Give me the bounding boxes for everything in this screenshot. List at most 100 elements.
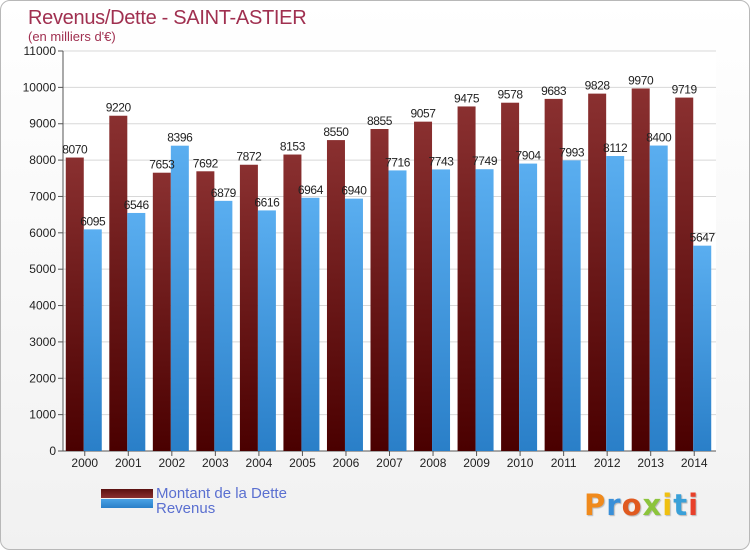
- bar-debt: [414, 121, 433, 452]
- data-label-debt: 8153: [280, 140, 306, 154]
- bar-debt: [65, 157, 84, 451]
- y-tick-label: 7000: [29, 189, 56, 203]
- legend-swatch-revenus: [101, 499, 153, 508]
- bar-revenus: [475, 169, 494, 451]
- data-label-debt: 9683: [541, 84, 567, 98]
- data-label-revenus: 6616: [254, 195, 280, 209]
- x-tick-label: 2003: [202, 456, 229, 470]
- data-label-revenus: 6964: [298, 183, 324, 197]
- data-label-debt: 9475: [454, 91, 480, 105]
- x-tick-label: 2006: [333, 456, 360, 470]
- data-label-debt: 9719: [672, 83, 698, 97]
- data-label-debt: 9828: [585, 79, 611, 93]
- x-tick-label: 2014: [681, 456, 708, 470]
- logo-letter: i: [688, 488, 700, 522]
- data-label-debt: 7653: [149, 158, 175, 172]
- data-label-revenus: 8112: [603, 141, 628, 155]
- logo-letter: r: [606, 488, 622, 522]
- bar-debt: [370, 129, 389, 451]
- logo-letter: x: [642, 488, 663, 522]
- bar-debt: [501, 102, 520, 451]
- bar-debt: [109, 115, 128, 452]
- data-label-debt: 9970: [628, 73, 654, 87]
- bar-debt: [631, 88, 650, 452]
- x-tick-label: 2010: [507, 456, 534, 470]
- data-label-revenus: 6546: [124, 198, 150, 212]
- data-label-revenus: 6879: [211, 186, 237, 200]
- bar-revenus: [214, 200, 233, 451]
- y-tick-label: 6000: [29, 226, 56, 240]
- data-label-revenus: 7743: [428, 154, 454, 168]
- x-tick-label: 2008: [420, 456, 447, 470]
- data-label-debt: 8855: [367, 114, 393, 128]
- bar-revenus: [257, 210, 276, 451]
- data-label-debt: 7692: [193, 156, 219, 170]
- x-tick-label: 2011: [551, 456, 577, 470]
- bar-revenus: [519, 163, 538, 451]
- y-tick-label: 0: [49, 444, 56, 458]
- bar-debt: [588, 93, 607, 452]
- data-label-debt: 8070: [62, 143, 88, 157]
- data-label-revenus: 5647: [690, 231, 716, 245]
- bar-revenus: [301, 197, 320, 451]
- legend-label-revenus: Revenus: [156, 500, 216, 517]
- bar-debt: [544, 98, 563, 452]
- data-label-debt: 9057: [410, 107, 436, 121]
- bar-debt: [457, 106, 476, 452]
- bar-debt: [152, 172, 171, 451]
- bar-debt: [283, 154, 302, 451]
- data-label-debt: 9578: [498, 88, 524, 102]
- data-label-debt: 9220: [106, 101, 132, 115]
- logo-letter: o: [621, 488, 643, 522]
- bar-debt: [196, 171, 215, 452]
- x-tick-label: 2001: [115, 456, 142, 470]
- x-tick-label: 2012: [594, 456, 621, 470]
- bar-revenus: [649, 145, 668, 451]
- data-label-debt: 8550: [323, 125, 349, 139]
- legend-label-debt: Montant de la Dette: [156, 485, 287, 502]
- data-label-debt: 7872: [236, 150, 262, 164]
- bar-debt: [326, 140, 345, 451]
- bar-revenus: [693, 245, 712, 451]
- x-tick-label: 2007: [376, 456, 403, 470]
- x-tick-label: 2000: [71, 456, 98, 470]
- data-label-revenus: 7749: [472, 154, 498, 168]
- proxiti-logo: Proxiti: [584, 488, 699, 522]
- bar-revenus: [170, 145, 189, 451]
- x-tick-label: 2013: [637, 456, 664, 470]
- data-label-revenus: 7716: [385, 155, 411, 169]
- chart-title: Revenus/Dette - SAINT-ASTIER: [28, 7, 307, 29]
- x-tick-label: 2005: [289, 456, 316, 470]
- chart-subtitle: (en milliers d'€): [28, 29, 116, 44]
- data-label-revenus: 6095: [80, 214, 106, 228]
- x-tick-label: 2004: [246, 456, 273, 470]
- bar-revenus: [606, 156, 625, 451]
- y-tick-label: 11000: [24, 44, 57, 58]
- y-tick-label: 10000: [23, 80, 57, 94]
- logo-letter: P: [584, 488, 607, 522]
- bar-revenus: [127, 212, 146, 451]
- data-label-revenus: 6940: [341, 184, 367, 198]
- bar-debt: [239, 164, 258, 451]
- bar-debt: [675, 97, 694, 451]
- bar-revenus: [83, 229, 102, 451]
- y-tick-label: 2000: [29, 371, 56, 385]
- data-label-revenus: 8396: [167, 131, 193, 145]
- x-tick-label: 2009: [463, 456, 490, 470]
- data-label-revenus: 7904: [516, 149, 542, 163]
- y-tick-label: 3000: [29, 335, 56, 349]
- y-tick-label: 9000: [29, 117, 56, 131]
- x-tick-label: 2002: [158, 456, 185, 470]
- logo-letter: t: [673, 488, 689, 522]
- logo-letter: i: [662, 488, 674, 522]
- data-label-revenus: 8400: [646, 131, 672, 145]
- bar-revenus: [344, 198, 363, 451]
- data-label-revenus: 7993: [559, 145, 585, 159]
- y-tick-label: 8000: [29, 153, 56, 167]
- y-tick-label: 1000: [29, 408, 56, 422]
- bar-revenus: [388, 170, 407, 451]
- y-tick-label: 4000: [29, 299, 56, 313]
